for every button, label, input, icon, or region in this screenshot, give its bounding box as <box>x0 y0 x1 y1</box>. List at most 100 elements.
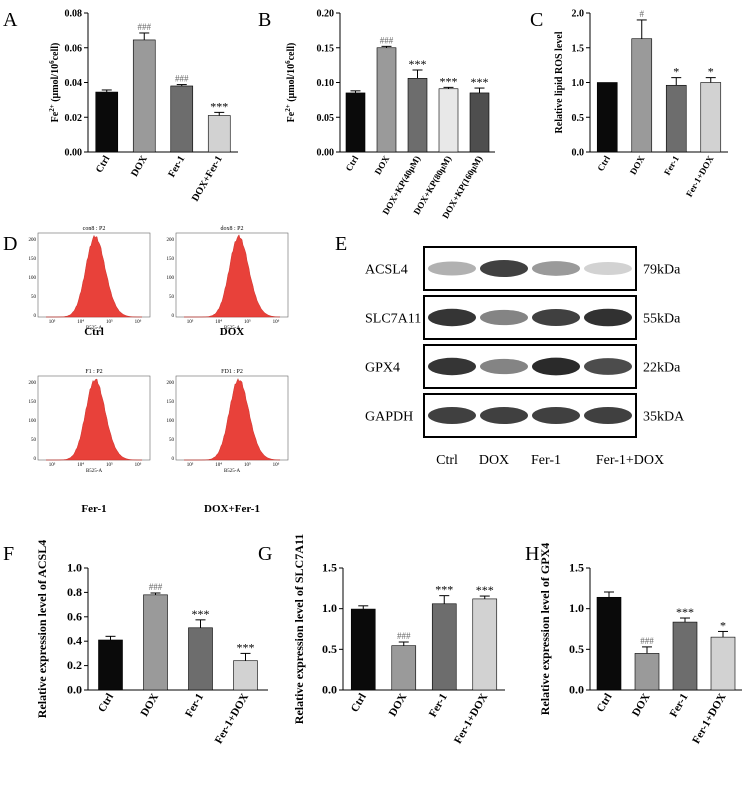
blot-band <box>584 308 632 327</box>
panel-letter-c: C <box>530 9 543 31</box>
flow-plot-title: FD1 : P2 <box>221 369 243 375</box>
protein-name: GPX4 <box>365 361 400 376</box>
significance-label: *** <box>210 99 228 113</box>
flow-x-label: B525-A <box>224 326 241 331</box>
flow-plot-label: DOX+Fer-1 <box>204 503 260 515</box>
blot-band <box>428 357 476 376</box>
flow-x-tick: 10⁴ <box>77 462 84 468</box>
x-tick-label: Ctrl <box>96 692 116 715</box>
bar-fer-1 <box>170 85 194 153</box>
bar-dox <box>376 47 397 153</box>
panel-letters: A B C D E F G H <box>3 9 543 565</box>
flow-plot-title: dox8 : P2 <box>220 226 243 232</box>
x-tick-label: Fer-1+DOX <box>213 691 251 746</box>
panel-letter-d: D <box>3 233 17 255</box>
x-tick-label: DOX+Fer-1 <box>190 154 225 204</box>
protein-name: GAPDH <box>365 410 413 425</box>
western-blot-panel: ACSL4 79kDa SLC7A11 55kDa GPX4 22kDa GAPDH 35kD… <box>365 246 685 468</box>
flow-y-tick: 50 <box>31 295 37 300</box>
significance-label: ### <box>175 74 189 84</box>
blot-band <box>480 406 528 425</box>
blot-band <box>532 308 580 327</box>
significance-label: *** <box>471 75 489 89</box>
lane-label: DOX <box>479 453 509 468</box>
blot-band <box>480 259 528 278</box>
y-tick-label: 1.0 <box>569 601 584 615</box>
chart-a: 0.00 0.02 0.04 0.06 0.08 Fe2+ (μmol/106cell) C… <box>48 9 238 204</box>
lane-label: Fer-1 <box>531 453 561 468</box>
flow-y-tick: 50 <box>169 295 175 300</box>
y-axis-label: Fe2+ (μmol/106cell) <box>284 43 297 123</box>
flow-y-tick: 150 <box>29 400 37 405</box>
chart-c: 0.0 0.5 1.0 1.5 2.0 Relative lipid ROS level C… <box>554 9 728 199</box>
x-tick-label: DOX <box>138 691 161 718</box>
x-tick-label: DOX <box>387 691 410 718</box>
y-axis-label: Relative expression level of SLC7A11 <box>292 534 306 724</box>
x-tick-label: DOX <box>373 154 392 177</box>
flow-y-tick: 150 <box>167 257 175 262</box>
molecular-weight: 35kDA <box>643 410 685 425</box>
flow-y-tick: 0 <box>34 314 37 319</box>
bar-ctrl <box>345 92 366 153</box>
flow-y-tick: 100 <box>167 276 175 281</box>
bar-ctrl <box>596 82 618 153</box>
panel-letter-g: G <box>258 543 272 565</box>
significance-label: *** <box>237 640 255 654</box>
y-tick-label: 0.2 <box>67 658 82 672</box>
x-tick-label: DOX <box>630 691 653 718</box>
bar-ctrl <box>596 596 622 691</box>
significance-label: ### <box>397 631 411 641</box>
bar-dox <box>132 39 156 153</box>
molecular-weight: 79kDa <box>643 263 681 278</box>
flow-plot-label: DOX <box>220 326 245 338</box>
blot-band <box>584 358 632 375</box>
chart-h: 0.0 0.5 1.0 1.5 Relative expression level of… <box>538 543 742 746</box>
y-tick-label: 0.04 <box>65 78 83 89</box>
y-tick-label: 1.0 <box>67 561 82 575</box>
flow-x-tick: 10⁴ <box>77 319 84 325</box>
bar-fer-1 <box>665 84 687 153</box>
x-tick-label: Fer-1 <box>668 692 691 720</box>
flow-x-tick: 10⁶ <box>273 462 280 468</box>
x-tick-label: Fer-1+DOX <box>684 154 716 199</box>
significance-label: ### <box>640 636 654 646</box>
flow-x-label: B525-A <box>86 326 103 331</box>
protein-name: SLC7A11 <box>365 312 421 327</box>
x-tick-label: Fer-1+DOX <box>690 691 728 746</box>
x-tick-label: Fer-1 <box>166 154 187 179</box>
flow-y-tick: 150 <box>29 257 37 262</box>
flow-x-tick: 10⁵ <box>244 462 251 468</box>
y-tick-label: 0.20 <box>317 9 335 20</box>
molecular-weight: 22kDa <box>643 361 681 376</box>
y-tick-label: 0.5 <box>322 642 337 656</box>
flow-y-tick: 150 <box>167 400 175 405</box>
x-tick-label: Ctrl <box>594 692 614 715</box>
flow-plot-dox: dox8 : P2 200 150 100 50 0 10³ 10⁴ 10⁵ 10⁶ B525-AD… <box>167 226 289 338</box>
chart-f: 0.0 0.2 0.4 0.6 0.8 1.0 Relative expression le… <box>35 540 268 746</box>
bar-dox-kp-160-m- <box>469 92 490 153</box>
y-tick-label: 0.6 <box>67 609 82 623</box>
significance-label: *** <box>192 607 210 621</box>
bar-fer-1 <box>672 621 698 691</box>
flow-y-tick: 0 <box>172 457 175 462</box>
flow-y-tick: 100 <box>167 419 175 424</box>
y-tick-label: 0.00 <box>317 148 335 159</box>
flow-x-tick: 10⁶ <box>135 462 142 468</box>
flow-plot-label: Fer-1 <box>81 503 106 515</box>
flow-x-tick: 10³ <box>49 319 56 325</box>
flow-x-tick: 10⁶ <box>135 319 142 325</box>
x-tick-label: DOX <box>628 154 647 177</box>
blot-row-acsl4: ACSL4 79kDa <box>365 246 681 291</box>
x-tick-label: Ctrl <box>595 154 612 173</box>
y-tick-label: 0.08 <box>65 9 83 20</box>
y-tick-label: 0.05 <box>317 113 335 124</box>
panel-letter-h: H <box>525 543 539 565</box>
bar-fer-1-dox <box>472 598 498 691</box>
flow-x-tick: 10³ <box>187 319 194 325</box>
flow-y-tick: 50 <box>169 438 175 443</box>
y-axis-label: Relative expression level of GPX4 <box>538 543 552 715</box>
flow-y-tick: 100 <box>29 276 37 281</box>
bar-fer-1-dox <box>710 636 736 691</box>
panel-letter-a: A <box>3 9 18 31</box>
